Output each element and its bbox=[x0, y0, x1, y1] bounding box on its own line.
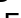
Text: Exam. 1,2: 70℃, After desorption
Comp. Exam. 1: 120℃, After desorption
Adsorptio: Exam. 1,2: 70℃, After desorption Comp. E… bbox=[3, 12, 21, 18]
Point bbox=[9, 10, 10, 11]
Point bbox=[15, 4, 16, 5]
Text: Comparative
Example 1: Comparative Example 1 bbox=[13, 0, 21, 18]
Text: [Fig. 3]: [Fig. 3] bbox=[0, 0, 21, 2]
Point bbox=[12, 4, 13, 5]
Text: Example 1: Example 1 bbox=[13, 0, 21, 18]
Point bbox=[19, 5, 20, 6]
Point bbox=[9, 4, 10, 5]
Text: Example 2: Example 2 bbox=[13, 0, 21, 18]
Point bbox=[11, 4, 12, 5]
Point bbox=[13, 4, 14, 5]
